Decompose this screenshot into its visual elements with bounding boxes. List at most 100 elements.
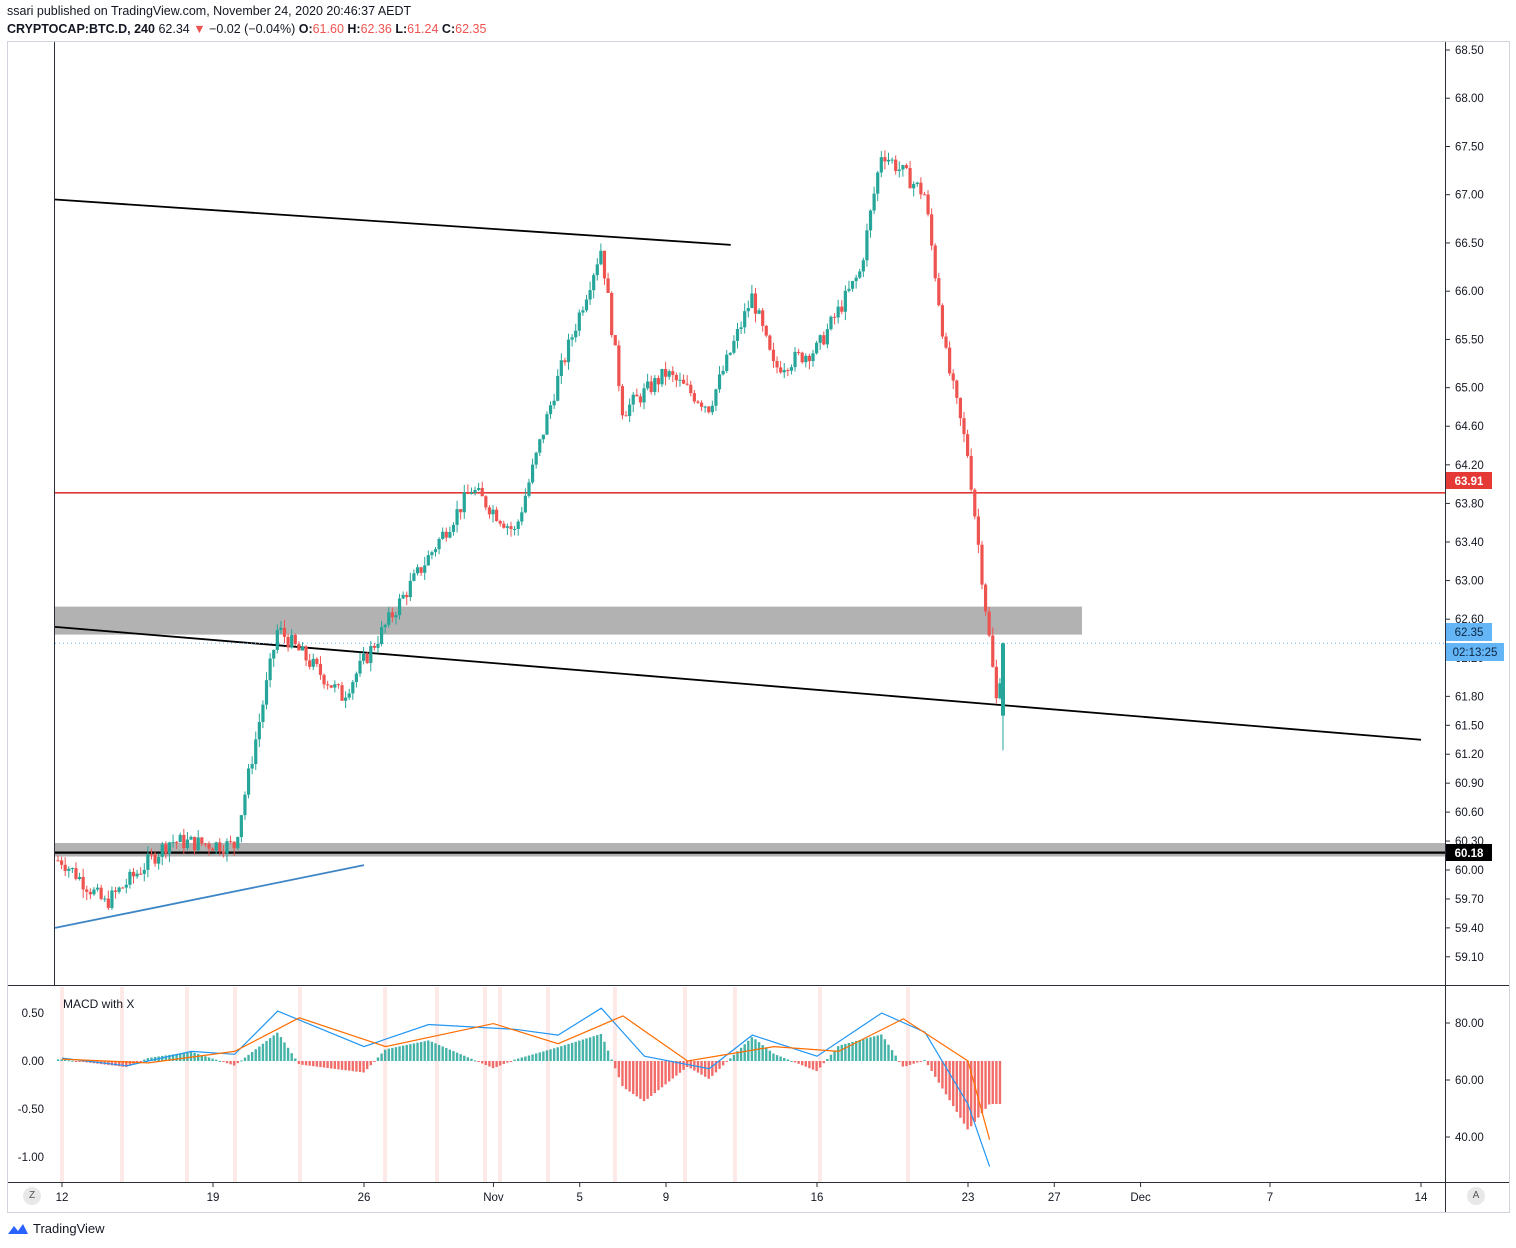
candle-down bbox=[218, 842, 222, 852]
auto-scale-button[interactable]: A bbox=[1467, 1187, 1485, 1205]
highlight-band bbox=[546, 987, 550, 1182]
price-tick-label: 66.50 bbox=[1455, 238, 1484, 250]
candle-up bbox=[559, 360, 563, 376]
candle-down bbox=[498, 520, 502, 524]
histogram-bar bbox=[836, 1046, 840, 1061]
candle-up bbox=[592, 275, 596, 291]
candle-down bbox=[940, 305, 945, 337]
signal-line bbox=[61, 1015, 991, 1140]
histogram-bar bbox=[200, 1055, 204, 1061]
candle-up bbox=[491, 509, 495, 515]
histogram-bar bbox=[660, 1061, 664, 1088]
histogram-bar bbox=[538, 1052, 541, 1061]
highlight-band bbox=[233, 987, 237, 1182]
histogram-bar bbox=[743, 1044, 746, 1061]
candle-down bbox=[286, 636, 290, 648]
candle-up bbox=[825, 329, 829, 345]
highlight-band bbox=[906, 987, 910, 1182]
candle-down bbox=[771, 349, 776, 362]
histogram-bar bbox=[783, 1058, 786, 1061]
macd-left-tick: 0.50 bbox=[22, 1008, 44, 1020]
candle-up bbox=[196, 837, 200, 851]
histogram-bar bbox=[250, 1052, 254, 1061]
histogram-bar bbox=[995, 1061, 998, 1105]
symbol-label[interactable]: CRYPTOCAP:BTC.D, 240 bbox=[7, 22, 155, 36]
highlight-band bbox=[120, 987, 124, 1182]
candle-up bbox=[401, 594, 405, 599]
candle-up bbox=[703, 406, 707, 408]
candle-up bbox=[714, 389, 718, 406]
histogram-bar bbox=[502, 1061, 506, 1065]
histogram-bar bbox=[610, 1059, 613, 1061]
candle-down bbox=[606, 278, 610, 293]
histogram-bar bbox=[340, 1061, 344, 1070]
candle-down bbox=[951, 373, 955, 381]
candle-up bbox=[239, 815, 243, 838]
histogram-bar bbox=[833, 1050, 836, 1061]
histogram-bar bbox=[394, 1047, 398, 1061]
candle-down bbox=[228, 841, 233, 843]
chart-frame bbox=[7, 41, 1510, 1213]
histogram-bar bbox=[840, 1044, 843, 1061]
histogram-bar bbox=[391, 1047, 394, 1061]
candle-down bbox=[329, 685, 333, 688]
highlight-band bbox=[185, 987, 189, 1182]
candle-down bbox=[297, 644, 301, 651]
candle-down bbox=[282, 627, 287, 637]
red-level-value: 63.91 bbox=[1455, 476, 1484, 488]
histogram-bar bbox=[128, 1061, 132, 1066]
histogram-bar bbox=[987, 1061, 991, 1105]
histogram-bar bbox=[905, 1061, 908, 1067]
price-tick-label: 64.20 bbox=[1455, 460, 1484, 472]
tradingview-logo[interactable]: TradingView bbox=[7, 1221, 105, 1236]
candle-down bbox=[779, 367, 783, 373]
histogram-bar bbox=[373, 1061, 376, 1062]
histogram-bar bbox=[171, 1054, 175, 1061]
macd-highlights bbox=[60, 987, 910, 1182]
histogram-bar bbox=[319, 1061, 322, 1068]
candle-up bbox=[243, 794, 247, 816]
candle-up bbox=[829, 316, 833, 330]
histogram-bar bbox=[477, 1061, 480, 1062]
candle-down bbox=[689, 384, 693, 394]
histogram-bar bbox=[146, 1058, 150, 1061]
candle-down bbox=[200, 837, 204, 844]
histogram-bar bbox=[542, 1051, 545, 1061]
candle-up bbox=[804, 355, 808, 363]
candle-up bbox=[735, 329, 740, 341]
candle-down bbox=[405, 594, 409, 598]
candle-down bbox=[969, 455, 973, 490]
histogram-bar bbox=[714, 1061, 718, 1073]
histogram-bar bbox=[973, 1061, 976, 1122]
candle-up bbox=[732, 340, 736, 353]
candle-up bbox=[383, 624, 387, 628]
histogram-bar bbox=[919, 1061, 923, 1062]
candle-down bbox=[81, 876, 85, 890]
price-axis[interactable]: 68.50 68.00 67.50 67.00 66.50 66.00 65.50 65.00… bbox=[1445, 45, 1484, 964]
candle-down bbox=[372, 645, 376, 648]
candle-up bbox=[811, 353, 815, 362]
histogram-bar bbox=[330, 1061, 333, 1069]
candle-down bbox=[444, 531, 448, 538]
highlight-band bbox=[498, 987, 502, 1182]
candle-up bbox=[901, 165, 905, 170]
candle-down bbox=[232, 841, 236, 849]
drawings[interactable] bbox=[54, 198, 1445, 929]
histogram-bar bbox=[423, 1041, 426, 1061]
log-scale-button[interactable]: Z bbox=[23, 1187, 41, 1205]
candle-down bbox=[293, 634, 297, 645]
candle-up bbox=[861, 260, 865, 272]
candle-down bbox=[164, 844, 168, 854]
candle-down bbox=[419, 567, 423, 573]
histogram-bar bbox=[786, 1059, 790, 1061]
histogram-bar bbox=[898, 1061, 901, 1062]
candle-up bbox=[588, 290, 592, 300]
candle-down bbox=[707, 406, 711, 413]
candle-up bbox=[358, 660, 362, 674]
histogram-bar bbox=[279, 1037, 283, 1061]
histogram-bar bbox=[578, 1040, 581, 1061]
time-axis[interactable]: 12 19 26 Nov 5 9 16 23 27 Dec 7 14 bbox=[56, 1183, 1428, 1204]
histogram-bar bbox=[110, 1061, 114, 1066]
candle-down bbox=[459, 509, 463, 513]
